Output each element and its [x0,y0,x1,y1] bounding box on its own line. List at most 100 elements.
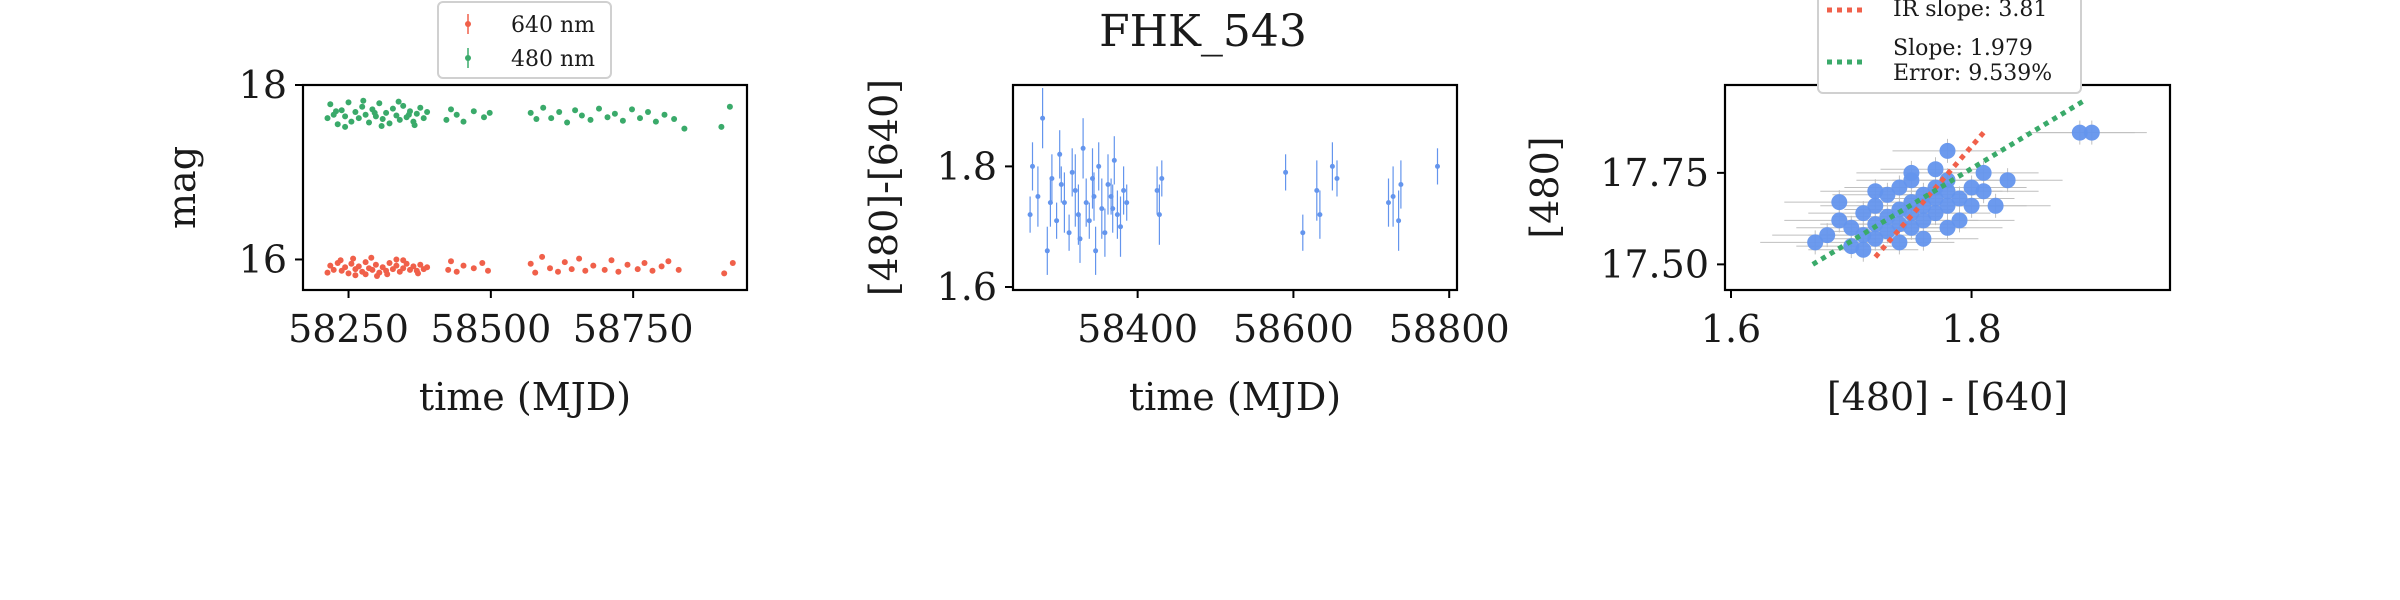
data-point [1057,151,1063,157]
data-point [675,266,682,273]
data-point [1086,218,1092,224]
data-point [393,256,400,263]
x-tick-label: 58250 [288,307,409,351]
data-point [393,262,400,269]
data-point [729,260,736,266]
data-point [324,115,331,122]
data-point [572,107,579,114]
data-point [417,261,424,268]
data-point [400,257,407,264]
data-point [658,263,665,270]
data-point [1054,218,1060,224]
data-point [1035,194,1041,199]
data-point [582,267,589,274]
data-point [448,258,454,265]
data-point [405,111,412,118]
y-axis-label: [480] [1523,136,1567,238]
y-tick-label: 1.6 [937,265,997,309]
data-point [1927,205,1944,222]
data-point [681,125,688,132]
data-point [374,273,380,279]
data-point [1927,161,1944,178]
data-point [608,257,615,264]
data-point [372,261,379,268]
data-point [548,115,555,122]
data-point [1396,218,1402,224]
series-480-nm [324,97,733,132]
data-point [481,114,487,121]
data-point [1951,212,1968,229]
data-point [1030,163,1035,169]
data-point [1047,200,1053,206]
data-point [338,107,345,114]
data-point [671,116,678,122]
data-point [355,115,362,122]
data-point [342,113,349,120]
data-point [1855,241,1872,258]
data-point [1091,194,1097,199]
series-640-nm [324,253,736,279]
x-tick-label: 1.8 [1941,307,2001,351]
y-tick-label: 1.8 [937,144,997,188]
x-tick-label: 1.6 [1701,307,1761,351]
data-point [453,111,460,118]
data-point [649,267,656,274]
legend-label: IR slope: 3.81 [1893,0,2047,22]
data-point [355,263,362,270]
data-point [1118,224,1123,230]
data-point [369,266,376,273]
data-point [386,260,393,266]
data-point [665,258,672,265]
data-point [527,260,534,267]
data-point [619,117,626,124]
data-point [1855,205,1872,222]
data-point [362,111,369,118]
data-point [726,103,733,110]
data-point [1903,219,1920,236]
data-point [1891,234,1908,251]
data-point [396,116,403,123]
data-point [532,269,539,276]
data-point [1027,212,1033,218]
data-point [1867,230,1884,247]
data-point [561,259,568,266]
data-point [721,270,728,277]
y-tick-label: 17.50 [1600,242,1709,286]
x-axis-label: time (MJD) [419,375,631,419]
data-point [417,104,424,111]
data-point [555,268,561,275]
data-point [368,254,375,261]
data-point [330,266,337,273]
data-point [400,102,407,109]
x-axis-label: time (MJD) [1129,375,1341,419]
data-point [1124,200,1130,206]
data-point [1975,164,1992,181]
legend-label: Slope: 1.979 Error: 9.539% [1893,36,2052,86]
data-point [637,115,643,122]
data-point [400,265,407,272]
data-point [1819,227,1836,244]
data-point [1390,194,1396,199]
data-point [1843,219,1860,236]
legend-box [1817,0,2082,94]
data-point [624,261,631,268]
data-point [634,266,641,273]
data-point [410,263,417,270]
data-point [1300,230,1306,236]
data-point [652,118,659,125]
data-point [539,253,546,260]
data-point [596,105,602,112]
data-point [1386,200,1391,206]
data-point [1831,212,1848,229]
data-point [576,255,583,262]
legend-box [437,1,612,79]
y-axis-label: [480]-[640] [862,79,906,296]
data-point [645,109,651,115]
data-point [420,115,427,122]
legend-label: 480 nm [511,47,595,72]
data-point [590,262,597,269]
x-tick-label: 58600 [1233,307,1354,351]
data-point [479,260,486,266]
data-point [1435,163,1440,169]
x-tick-label: 58750 [573,307,694,351]
